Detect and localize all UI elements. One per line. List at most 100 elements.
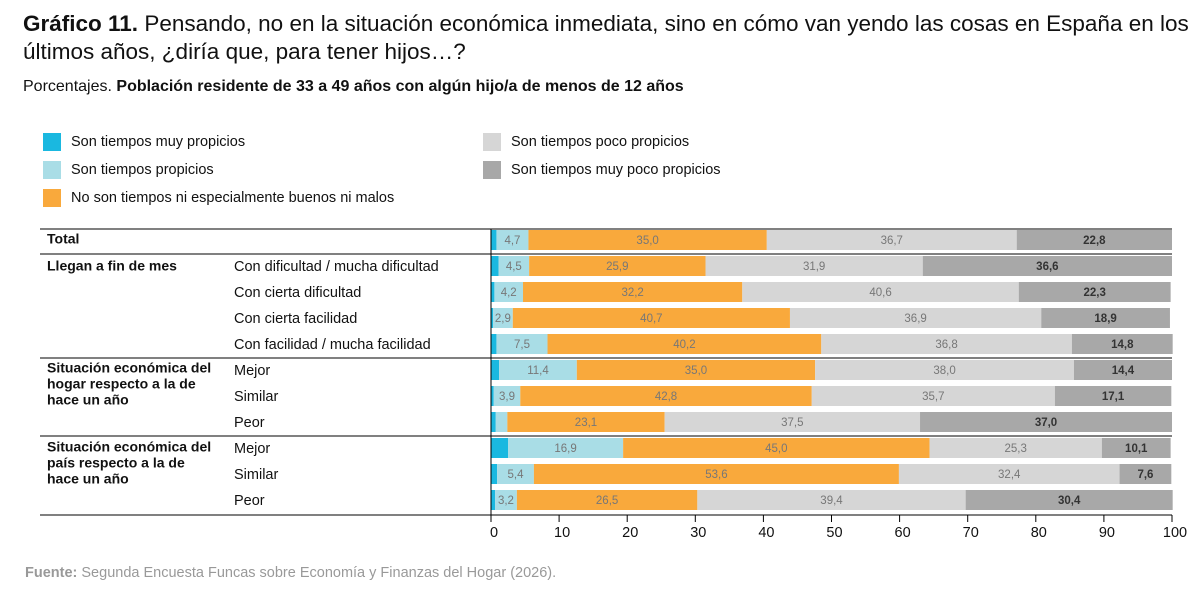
- data-label-row-9-seg-2: 53,6: [705, 469, 727, 481]
- category-label-7: Peor: [234, 415, 265, 431]
- bar-row-6-seg-3: [811, 386, 1055, 406]
- data-label-row-9-seg-4: 7,6: [1137, 469, 1153, 481]
- group-label-2-line-1: hogar respecto a la de: [47, 376, 196, 392]
- data-label-row-1-seg-3: 31,9: [803, 261, 825, 273]
- data-label-row-3-seg-3: 36,9: [904, 313, 926, 325]
- bar-row-4-seg-3: [821, 334, 1072, 354]
- bar-row-6-seg-4: [1054, 386, 1172, 406]
- x-tick-label-1: 10: [554, 525, 570, 541]
- bar-row-10-seg-2: [516, 490, 698, 510]
- bar-row-9-seg-2: [533, 464, 899, 484]
- bar-row-0-seg-0: [491, 230, 497, 250]
- bar-row-7-seg-3: [664, 412, 921, 432]
- bar-row-6-seg-2: [520, 386, 812, 406]
- bar-row-0-seg-3: [766, 230, 1017, 250]
- bar-row-9-seg-0: [491, 464, 498, 484]
- data-label-row-0-seg-4: 22,8: [1083, 235, 1106, 247]
- bar-row-5-seg-4: [1073, 360, 1172, 380]
- legend-label-muy-propicios: Son tiempos muy propicios: [71, 134, 246, 150]
- data-label-row-2-seg-3: 40,6: [869, 287, 891, 299]
- data-label-row-4-seg-1: 7,5: [514, 339, 530, 351]
- group-label-3-line-2: hace un año: [47, 471, 129, 487]
- data-label-row-10-seg-3: 39,4: [820, 495, 843, 507]
- data-label-row-5-seg-1: 11,4: [527, 365, 549, 377]
- bar-row-3-seg-3: [789, 308, 1042, 328]
- category-label-6: Similar: [234, 389, 278, 405]
- bar-row-4-seg-2: [547, 334, 822, 354]
- x-tick-label-9: 90: [1099, 525, 1115, 541]
- bar-row-0-seg-2: [528, 230, 767, 250]
- x-tick-label-3: 30: [690, 525, 706, 541]
- source-prefix: Fuente:: [25, 565, 78, 581]
- data-label-row-8-seg-3: 25,3: [1005, 443, 1027, 455]
- legend-label-propicios: Son tiempos propicios: [71, 162, 214, 178]
- x-tick-label-4: 40: [758, 525, 774, 541]
- data-label-row-8-seg-4: 10,1: [1125, 443, 1148, 455]
- data-label-row-0-seg-3: 36,7: [881, 235, 903, 247]
- x-tick-label-7: 70: [963, 525, 979, 541]
- data-label-row-0-seg-2: 35,0: [636, 235, 658, 247]
- x-tick-label-6: 60: [895, 525, 911, 541]
- bar-row-8-seg-1: [508, 438, 624, 458]
- bar-row-7-seg-2: [507, 412, 665, 432]
- bar-row-1-seg-3: [705, 256, 923, 276]
- data-label-row-3-seg-4: 18,9: [1094, 313, 1116, 325]
- group-label-1-line-0: Llegan a fin de mes: [47, 258, 177, 274]
- bar-row-4-seg-0: [491, 334, 497, 354]
- category-label-4: Con facilidad / mucha facilidad: [234, 337, 431, 353]
- bar-row-5-seg-2: [576, 360, 816, 380]
- bar-row-9-seg-4: [1119, 464, 1172, 484]
- data-label-row-10-seg-4: 30,4: [1058, 495, 1081, 507]
- group-label-2-line-2: hace un año: [47, 392, 129, 408]
- bar-row-8-seg-3: [929, 438, 1102, 458]
- bar-row-8-seg-4: [1101, 438, 1171, 458]
- group-label-3-line-1: país respecto a la de: [47, 455, 185, 471]
- group-label-0-line-0: Total: [47, 231, 79, 247]
- category-label-8: Mejor: [234, 441, 270, 457]
- bar-row-6-seg-1: [493, 386, 521, 406]
- data-label-row-4-seg-3: 36,8: [935, 339, 957, 351]
- legend-label-poco-propicios: Son tiempos poco propicios: [511, 134, 690, 150]
- data-label-row-4-seg-4: 14,8: [1111, 339, 1134, 351]
- x-tick-label-0: 0: [490, 525, 498, 541]
- bar-row-8-seg-0: [491, 438, 509, 458]
- bar-row-10-seg-3: [697, 490, 966, 510]
- data-label-row-10-seg-2: 26,5: [596, 495, 618, 507]
- legend-label-ni-buenos-ni-malos: No son tiempos ni especialmente buenos n…: [71, 190, 395, 206]
- data-label-row-2-seg-4: 22,3: [1084, 287, 1106, 299]
- bar-row-4-seg-4: [1071, 334, 1173, 354]
- bar-row-3-seg-2: [512, 308, 790, 328]
- data-label-row-1-seg-2: 25,9: [606, 261, 628, 273]
- data-label-row-7-seg-2: 23,1: [575, 417, 597, 429]
- bar-row-5-seg-3: [815, 360, 1074, 380]
- legend-swatch-muy-poco-propicios: [483, 161, 501, 179]
- data-label-row-6-seg-2: 42,8: [655, 391, 677, 403]
- legend-swatch-poco-propicios: [483, 133, 501, 151]
- chart-subtitle: Porcentajes. Población residente de 33 a…: [23, 77, 684, 97]
- bar-row-1-seg-0: [491, 256, 499, 276]
- data-label-row-8-seg-2: 45,0: [765, 443, 787, 455]
- legend-swatch-ni-buenos-ni-malos: [43, 189, 61, 207]
- x-tick-label-2: 20: [622, 525, 638, 541]
- data-label-row-8-seg-1: 16,9: [554, 443, 576, 455]
- bar-row-7-seg-0: [491, 412, 496, 432]
- bar-row-5-seg-1: [499, 360, 577, 380]
- source-text: Segunda Encuesta Funcas sobre Economía y…: [81, 565, 557, 581]
- data-label-row-1-seg-1: 4,5: [506, 261, 522, 273]
- data-label-row-1-seg-4: 36,6: [1036, 261, 1058, 273]
- bar-row-1-seg-2: [529, 256, 706, 276]
- bar-row-0-seg-4: [1016, 230, 1172, 250]
- data-label-row-9-seg-3: 32,4: [998, 469, 1021, 481]
- category-label-9: Similar: [234, 467, 278, 483]
- category-label-2: Con cierta dificultad: [234, 285, 361, 301]
- data-label-row-0-seg-1: 4,7: [504, 235, 520, 247]
- bar-row-3-seg-1: [493, 308, 513, 328]
- data-label-row-5-seg-2: 35,0: [685, 365, 707, 377]
- data-label-row-2-seg-2: 32,2: [621, 287, 643, 299]
- data-label-row-3-seg-2: 40,7: [640, 313, 662, 325]
- category-label-10: Peor: [234, 493, 265, 509]
- bar-row-1-seg-1: [498, 256, 530, 276]
- chart-subtitle-prefix: Porcentajes.: [23, 78, 112, 95]
- data-label-row-9-seg-1: 5,4: [508, 469, 525, 481]
